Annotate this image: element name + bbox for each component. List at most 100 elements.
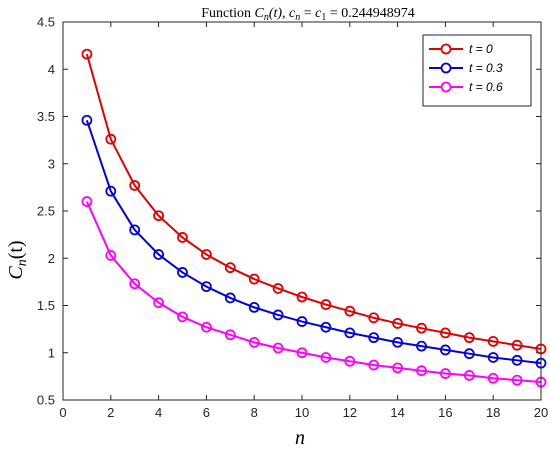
data-point — [81, 48, 93, 60]
data-point — [272, 283, 284, 294]
data-point — [129, 180, 141, 191]
data-point — [511, 374, 523, 386]
data-point — [105, 250, 117, 261]
data-point — [81, 196, 93, 207]
data-point — [296, 291, 308, 303]
legend-box — [422, 34, 532, 107]
data-point — [368, 359, 380, 371]
data-point — [439, 368, 451, 379]
data-point — [200, 281, 212, 293]
data-point — [224, 292, 236, 304]
data-point — [344, 355, 356, 367]
x-tick-label: 8 — [251, 405, 258, 420]
y-axis-label: Cn(t) — [5, 240, 30, 279]
data-point — [248, 336, 260, 348]
data-point — [368, 312, 380, 324]
data-point — [105, 185, 117, 197]
x-tick-label: 4 — [155, 405, 162, 420]
legend-label: t = 0.3 — [469, 61, 503, 75]
y-tick-label: 3.5 — [37, 109, 55, 124]
data-point — [200, 249, 212, 260]
data-point — [416, 365, 427, 377]
data-point — [129, 278, 141, 290]
y-tick-label: 4.5 — [37, 15, 55, 30]
data-point — [129, 224, 141, 236]
legend-marker — [440, 43, 452, 55]
x-tick-label: 10 — [295, 405, 309, 420]
data-point — [487, 352, 499, 363]
data-point — [463, 348, 475, 360]
title-eq-mid: = — [300, 6, 315, 21]
title-prefix: Function — [201, 6, 254, 21]
x-tick-label: 6 — [203, 405, 210, 420]
legend-marker — [440, 62, 452, 74]
data-point — [153, 210, 165, 222]
data-point — [392, 362, 404, 374]
data-point — [248, 301, 260, 313]
x-tick-label: 16 — [438, 405, 452, 420]
data-point — [296, 316, 308, 327]
x-tick-label: 0 — [59, 405, 66, 420]
title-eq-lhs-sub: n — [295, 12, 300, 23]
data-point — [439, 327, 451, 339]
legend-label: t = 0 — [469, 42, 493, 56]
data-point — [105, 133, 117, 145]
data-point — [392, 336, 404, 348]
title-sep: , — [282, 6, 289, 21]
data-point — [177, 267, 188, 278]
data-point — [344, 327, 356, 339]
title-eq-value: = 0.244948974 — [326, 6, 414, 21]
x-axis-label: n — [295, 427, 305, 449]
x-tick-label: 12 — [343, 405, 357, 420]
y-tick-label: 1 — [48, 345, 55, 360]
data-point — [272, 309, 284, 321]
data-point — [463, 370, 475, 381]
data-point — [272, 342, 284, 354]
plot-frame — [62, 21, 542, 401]
legend-marker — [440, 81, 452, 93]
x-tick-label: 14 — [390, 405, 404, 420]
data-point — [296, 347, 308, 359]
data-point — [344, 305, 356, 317]
data-point — [81, 114, 93, 126]
data-point — [392, 318, 404, 329]
y-tick-label: 2.5 — [37, 204, 55, 219]
series-layer — [81, 48, 547, 388]
data-point — [177, 311, 188, 323]
ticks: 0 2 4 6 8 10 12 14 16 18 20 0.5 1 1.5 2 2.5 3 3.5 4 4.5 — [37, 15, 548, 421]
x-tick-label: 18 — [486, 405, 500, 420]
x-tick-label: 20 — [534, 405, 548, 420]
data-point — [416, 340, 427, 352]
y-axis-label-sub: n — [15, 259, 30, 266]
data-point — [153, 249, 165, 260]
data-point — [224, 262, 236, 274]
data-point — [320, 299, 332, 310]
data-point — [511, 339, 523, 351]
y-tick-label: 0.5 — [37, 393, 55, 408]
data-point — [511, 354, 523, 366]
data-point — [248, 273, 260, 285]
title-eq-lhs: c — [289, 6, 296, 21]
title-eq-rhs-sub: 1 — [321, 12, 326, 23]
y-tick-label: 2 — [48, 251, 55, 266]
y-axis-label-arg: (t) — [5, 240, 27, 259]
data-point — [320, 321, 332, 333]
y-tick-label: 1.5 — [37, 298, 55, 313]
chart-title: Function Cn(t), cn = c1 = 0.244948974 — [201, 6, 415, 23]
legend: t = 0 t = 0.3 t = 0.6 — [422, 34, 532, 107]
data-point — [368, 332, 380, 344]
data-point — [320, 352, 332, 363]
data-point — [200, 321, 212, 333]
data-point — [153, 297, 165, 309]
y-axis-label-main: C — [5, 266, 27, 280]
title-eq-rhs: c — [315, 6, 322, 21]
data-point — [416, 322, 427, 334]
data-point — [487, 336, 499, 347]
data-point — [439, 344, 451, 356]
legend-label: t = 0.6 — [469, 80, 503, 94]
data-point — [487, 372, 499, 384]
y-tick-label: 3 — [48, 156, 55, 171]
y-tick-label: 4 — [48, 62, 55, 77]
title-fn-sub: n — [264, 12, 269, 23]
